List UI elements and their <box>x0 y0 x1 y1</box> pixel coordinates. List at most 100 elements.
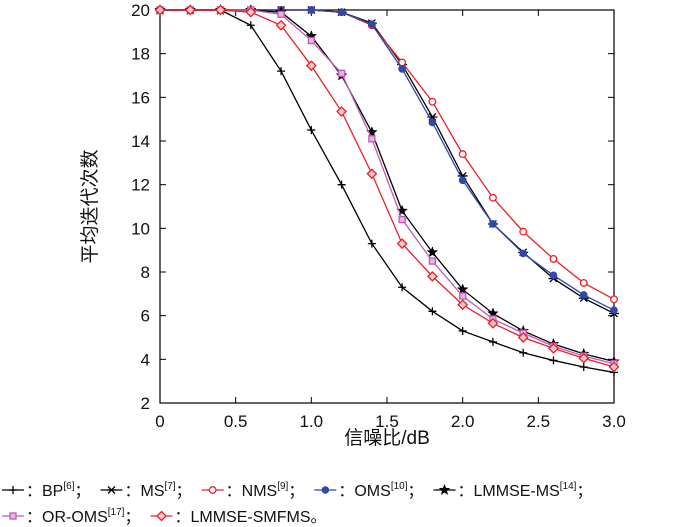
square-marker <box>459 292 467 300</box>
legend-label: ：BP[6]； <box>26 481 91 500</box>
series-line <box>160 9 615 374</box>
x-tick-label: 2.5 <box>527 412 551 431</box>
x-tick-label: 2.0 <box>451 412 475 431</box>
open-circle-marker <box>579 278 588 287</box>
diamond-marker <box>305 60 317 72</box>
diamond-marker <box>548 342 559 354</box>
filled-circle-marker <box>458 176 467 185</box>
open-circle-marker <box>549 254 558 263</box>
star-marker <box>426 246 439 258</box>
diamond-marker <box>245 6 257 18</box>
square-marker <box>368 135 376 143</box>
plus-marker <box>337 180 346 189</box>
plus-marker <box>307 126 316 135</box>
diamond-marker <box>215 4 226 16</box>
filled-circle-marker <box>307 6 316 14</box>
y-tick-label: 16 <box>131 88 150 107</box>
y-tick-label: 20 <box>131 1 150 20</box>
filled-circle-marker <box>428 118 437 127</box>
legend-item-or-oms: ：OR-OMS[17]； <box>2 507 140 526</box>
legend-item-oms: ：OMS[10]； <box>314 481 424 500</box>
y-tick-label: 10 <box>131 219 150 238</box>
filled-circle-marker <box>368 20 376 28</box>
open-circle-marker <box>208 486 217 494</box>
legend-item-lmmse-ms: ：LMMSE-MS[14]； <box>433 481 592 500</box>
plus-marker <box>549 356 558 365</box>
plus-marker <box>488 337 497 346</box>
x-tick-label: 1.0 <box>300 412 324 431</box>
diamond-marker <box>578 352 590 364</box>
diamond-marker <box>275 19 287 31</box>
plus-marker <box>9 486 17 494</box>
open-circle-marker <box>519 227 528 236</box>
filled-circle-marker <box>321 486 330 494</box>
series-line <box>160 9 615 365</box>
diamond-marker <box>396 238 408 250</box>
filled-circle-marker <box>489 220 497 228</box>
star-marker <box>438 483 451 496</box>
diamond-marker <box>426 270 438 282</box>
diamond-marker <box>156 510 167 522</box>
square-marker <box>428 257 437 265</box>
y-tick-label: 14 <box>131 132 150 151</box>
filled-circle-marker <box>398 65 406 73</box>
diamond-marker <box>366 168 378 180</box>
filled-circle-marker <box>610 306 618 315</box>
diamond-marker <box>608 361 620 373</box>
legend-label: ：LMMSE-SMFMS。 <box>174 509 326 526</box>
open-circle-marker <box>610 295 618 304</box>
y-tick-label: 8 <box>141 263 150 282</box>
plot-area <box>159 9 615 404</box>
legend-item-lmmse-smfms: ：LMMSE-SMFMS。 <box>150 509 327 526</box>
plus-marker <box>367 239 376 248</box>
diamond-marker <box>184 4 196 16</box>
y-tick-label: 4 <box>141 350 150 369</box>
legend-label: ：OR-OMS[17]； <box>26 507 140 526</box>
legend-item-bp: ：BP[6]； <box>2 481 91 500</box>
legend-label: ：MS[7]； <box>125 481 192 500</box>
star-marker <box>456 283 469 295</box>
diamond-marker <box>154 4 166 16</box>
x-axis-title: 信噪比/dB <box>344 427 430 449</box>
filled-circle-marker <box>579 291 588 299</box>
diamond-marker <box>457 299 469 311</box>
open-circle-marker <box>428 97 437 106</box>
plus-marker <box>458 326 467 335</box>
series-ms <box>155 6 619 318</box>
filled-circle-marker <box>549 271 558 280</box>
y-tick-label: 6 <box>141 307 150 326</box>
open-circle-marker <box>458 150 467 159</box>
series-line <box>160 9 615 315</box>
plot-frame <box>159 9 615 404</box>
series-line <box>160 9 615 300</box>
x-tick-label: 3.0 <box>602 412 626 431</box>
plus-marker <box>398 283 407 292</box>
series-line <box>160 9 615 363</box>
filled-circle-marker <box>337 8 346 16</box>
axes-ticks: 0 0.5 1.0 1.5 2.0 2.5 3.0 2 4 6 8 10 12 14 16 18 20 <box>131 1 626 431</box>
legend-label: ：NMS[9]； <box>226 481 305 500</box>
legend-label: ：OMS[10]； <box>338 481 423 500</box>
diamond-marker <box>487 317 499 329</box>
y-axis-title: 平均迭代次数 <box>79 149 101 263</box>
x-tick-label: 0 <box>155 412 164 431</box>
series-oms <box>156 6 618 315</box>
diamond-marker <box>336 106 348 117</box>
y-tick-label: 18 <box>131 45 150 64</box>
series-nms <box>156 6 618 304</box>
y-tick-label: 2 <box>141 394 150 413</box>
y-tick-label: 12 <box>131 176 150 195</box>
plus-marker <box>579 362 588 371</box>
plus-marker <box>428 307 437 316</box>
legend-item-nms: ：NMS[9]； <box>201 481 305 500</box>
square-marker <box>277 10 285 19</box>
plus-marker <box>519 348 528 357</box>
series-or-oms <box>156 6 618 368</box>
legend: ：BP[6]； ：MS[7]； ：NMS[9]； ：OMS[10]； ：LMMSE-MS… <box>2 481 592 526</box>
series-layer <box>154 3 620 377</box>
plus-marker <box>246 21 255 30</box>
series-lmmse-ms <box>154 3 620 367</box>
cross-marker <box>106 486 117 494</box>
series-lmmse-smfms <box>154 4 620 373</box>
x-tick-label: 0.5 <box>224 412 248 431</box>
